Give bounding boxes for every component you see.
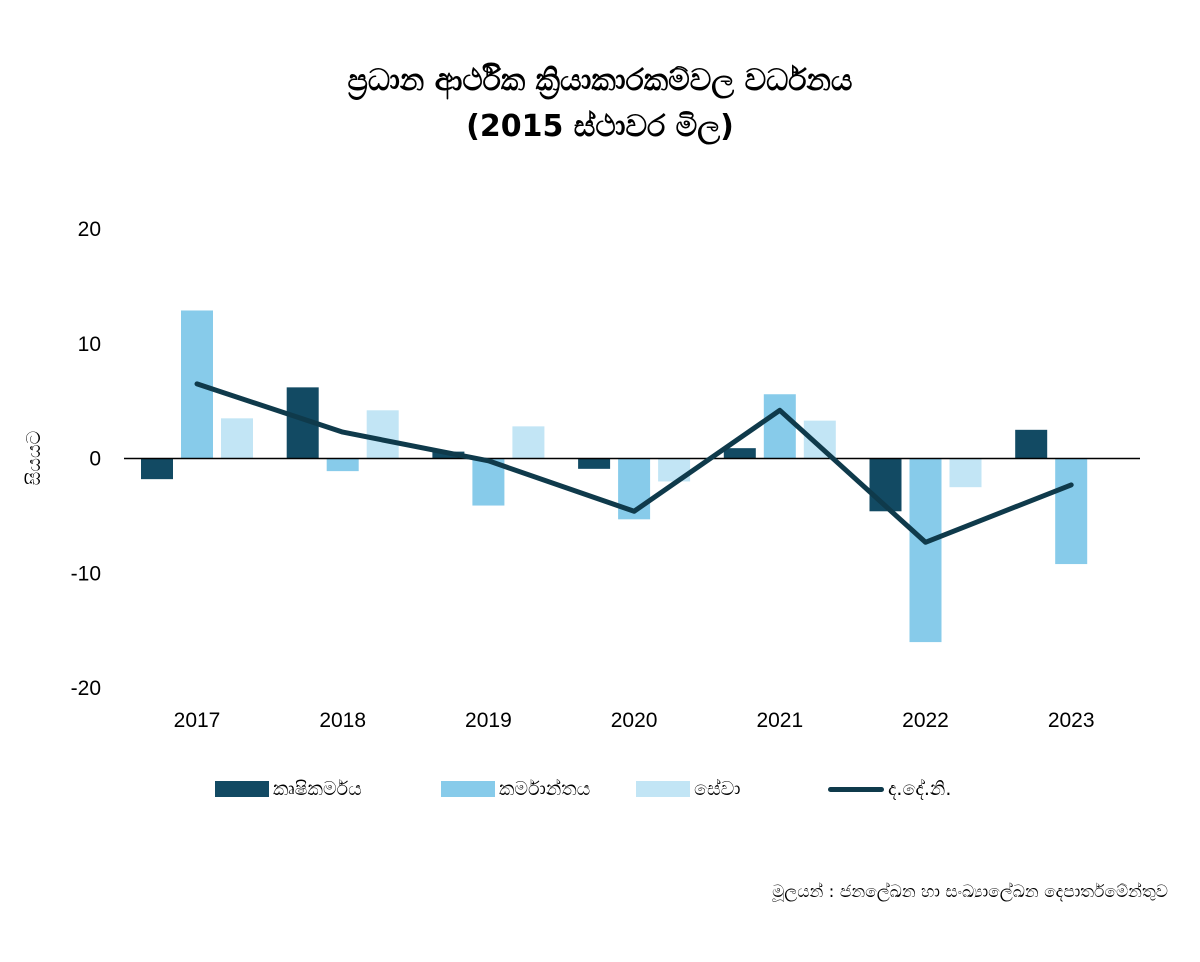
source-note: මූලයන් : ජනලේඛන හා සංඛ්‍යාලේඛන දෙපාර්තමේ…	[772, 882, 1168, 902]
legend-swatch-agriculture	[215, 781, 269, 797]
y-tick-label: 20	[78, 218, 101, 241]
x-tick-label: 2022	[902, 709, 949, 732]
legend-item-services: සේවා	[636, 774, 741, 804]
bar-agriculture-2022	[869, 458, 902, 512]
bar-industry-2023	[1055, 458, 1088, 565]
y-tick-labels: 20 10 0 -10 -20	[71, 218, 101, 700]
bar-services-2017	[221, 418, 253, 459]
x-tick-label: 2018	[319, 709, 366, 732]
bar-services-2019	[512, 426, 545, 459]
y-tick-label: 10	[78, 333, 101, 356]
bar-agriculture-2021	[723, 448, 756, 459]
chart-title-line-1: ප්‍රධාන ආර්ථික ක්‍රියාකාරකම්වල වර්ධනය	[347, 63, 853, 98]
bar-layer	[141, 310, 1088, 643]
legend-label-gdp: ද.දේ.නි.	[888, 778, 952, 800]
legend-swatch-industry	[441, 781, 495, 797]
bar-agriculture-2020	[578, 458, 611, 469]
y-tick-label: -10	[71, 562, 101, 585]
bar-industry-2021	[763, 394, 796, 459]
bar-agriculture-2017	[141, 458, 173, 480]
legend-label-industry: කර්මාන්තය	[499, 778, 591, 800]
x-tick-labels: 2017 2018 2019 2020 2021 2022 2023	[174, 709, 1095, 732]
y-tick-label: -20	[71, 677, 101, 700]
chart-title: ප්‍රධාන ආර්ථික ක්‍රියාකාරකම්වල වර්ධනය (2…	[0, 58, 1200, 150]
chart-title-line-2: (2015 ස්ථාවර මිල)	[466, 109, 734, 144]
legend-item-industry: කර්මාන්තය	[441, 774, 590, 804]
x-tick-label: 2023	[1048, 709, 1095, 732]
legend-swatch-services	[636, 781, 690, 797]
legend: කෘෂිකර්මය කර්මාන්තය සේවා ද.දේ.නි.	[0, 774, 1200, 804]
bar-industry-2018	[326, 458, 359, 472]
x-tick-label: 2019	[465, 709, 512, 732]
legend-label-agriculture: කෘෂිකර්මය	[273, 778, 362, 800]
legend-label-services: සේවා	[694, 778, 741, 800]
y-axis-label: සියයට	[23, 431, 45, 486]
x-tick-label: 2017	[174, 709, 221, 732]
legend-line-gdp	[828, 786, 884, 792]
x-tick-label: 2020	[611, 709, 658, 732]
legend-item-agriculture: කෘෂිකර්මය	[215, 774, 362, 804]
line-layer	[194, 381, 1074, 545]
bar-services-2022	[949, 458, 982, 488]
x-tick-label: 2021	[756, 709, 803, 732]
legend-item-gdp: ද.දේ.නි.	[828, 774, 951, 804]
bar-services-2018	[366, 410, 399, 459]
bar-agriculture-2023	[1015, 429, 1048, 459]
y-tick-label: 0	[89, 448, 101, 471]
bar-industry-2022	[909, 458, 942, 643]
